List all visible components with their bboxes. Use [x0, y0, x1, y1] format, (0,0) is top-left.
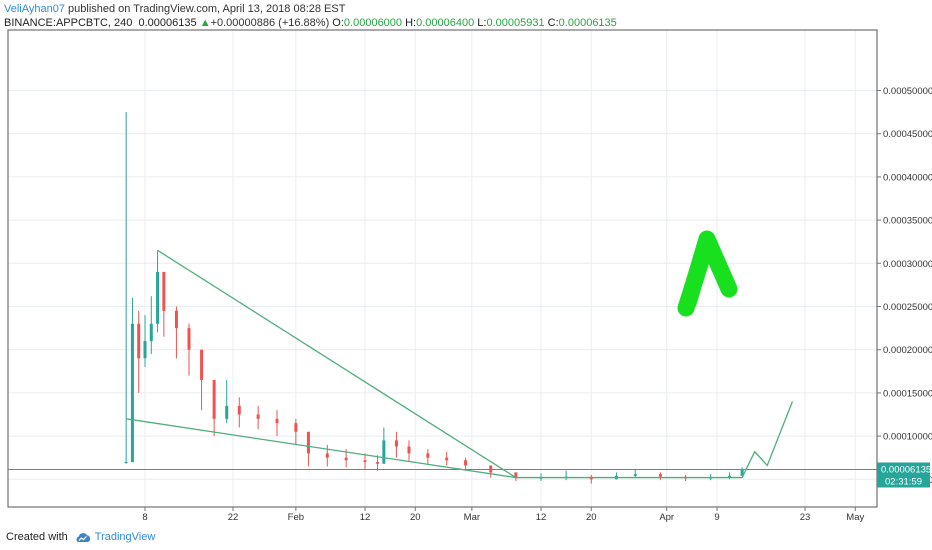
candle-body: [187, 328, 191, 350]
open-label: O:: [332, 17, 344, 29]
candle-body: [200, 349, 204, 380]
close-label: C:: [547, 17, 559, 29]
candle-body: [137, 323, 141, 359]
candle-body: [489, 465, 493, 473]
x-tick-label: Apr: [659, 512, 674, 523]
descending-trendline: [157, 249, 517, 479]
candle-body: [174, 310, 178, 329]
up-arrow-icon: ▲: [199, 17, 211, 29]
ohlc-line: BINANCE:APPCBTC, 240 0.00006135 ▲+0.0000…: [4, 17, 617, 29]
candle-body: [306, 431, 310, 454]
candle-body: [363, 460, 367, 463]
candle-body: [237, 405, 241, 415]
created-with-label: Created with: [6, 531, 68, 543]
x-tick-label: 12: [536, 512, 547, 523]
candle-body: [130, 323, 134, 463]
candle-body: [143, 341, 147, 359]
candle-body: [212, 379, 216, 419]
price-badge-bg: [877, 462, 930, 476]
drawings: [126, 249, 794, 479]
candle-body: [225, 405, 229, 419]
y-tick-label: 0.00015000: [883, 388, 932, 399]
candle-body: [376, 462, 380, 464]
candle-body: [275, 418, 279, 424]
candle-body: [325, 453, 329, 458]
time-axis[interactable]: 8 22 Feb 12 20 Mar 12 20 Apr 9 23 May: [142, 507, 865, 523]
x-tick-label: 8: [142, 512, 147, 523]
x-tick-label: Mar: [464, 512, 480, 523]
x-tick-label: 20: [586, 512, 597, 523]
x-tick-label: 20: [410, 512, 421, 523]
candle-body: [382, 440, 386, 464]
low-value: 0.00005931: [486, 17, 545, 29]
candle-body: [464, 460, 468, 466]
close-value: 0.00006135: [558, 17, 617, 29]
candle-body: [344, 457, 348, 461]
x-tick-label: 12: [360, 512, 371, 523]
y-tick-label: 0.00010000: [883, 432, 932, 443]
countdown-badge-bg: [877, 475, 930, 488]
tradingview-cloud-icon: [76, 532, 90, 542]
x-tick-label: 22: [228, 512, 239, 523]
candle-body: [445, 457, 449, 461]
y-tick-label: 0.00025000: [883, 302, 932, 313]
projection-path: [741, 401, 794, 478]
candle-body: [124, 462, 128, 464]
low-label: L:: [477, 17, 487, 29]
footer: Created with TradingView: [6, 531, 155, 543]
candle-body: [256, 414, 260, 419]
up-arrow-annotation: [677, 230, 738, 317]
candle-body: [514, 472, 518, 478]
x-tick-label: 23: [800, 512, 811, 523]
candle-body: [156, 271, 160, 324]
high-label: H:: [405, 17, 417, 29]
candles: [8, 112, 877, 484]
candle-body: [407, 446, 411, 454]
candle-body: [633, 474, 637, 476]
y-tick-label: 0.00035000: [883, 216, 932, 227]
x-tick-label: Feb: [288, 512, 304, 523]
open-value: 0.00006000: [343, 17, 403, 29]
candle-body: [149, 323, 153, 342]
x-tick-label: May: [846, 512, 864, 523]
countdown-value: 02:31:59: [885, 476, 922, 487]
y-tick-label: 0.00020000: [883, 345, 932, 356]
grid: [8, 30, 877, 507]
price-axis[interactable]: 0.00050000 0.00045000 0.00040000 0.00035000…: [877, 86, 932, 486]
y-tick-label: 0.00045000: [883, 129, 932, 140]
brand-name: TradingView: [94, 531, 156, 543]
price-change: +0.00000886 (+16.88%): [210, 17, 330, 29]
candle-body: [426, 453, 430, 458]
candle-body: [294, 423, 298, 432]
candle-body: [728, 475, 732, 478]
candle-body: [658, 474, 662, 477]
plot-border: [7, 29, 878, 508]
price-badge-value: 0.00006135: [881, 464, 931, 475]
y-tick-label: 0.00040000: [883, 172, 932, 183]
candle-body: [740, 469, 744, 476]
high-value: 0.00006400: [416, 17, 475, 29]
publish-line: VeliAyhan07 published on TradingView.com…: [4, 3, 345, 15]
symbol-label[interactable]: BINANCE:APPCBTC, 240: [4, 17, 133, 29]
lower-trendline: [126, 418, 516, 479]
x-tick-label: 9: [714, 512, 719, 523]
candle-body: [162, 271, 166, 311]
last-price: 0.00006135: [138, 17, 197, 29]
arrow-shaft: [677, 233, 716, 317]
y-tick-label: 0.00030000: [883, 259, 932, 270]
tradingview-logo[interactable]: TradingView: [74, 531, 156, 543]
publish-info: published on TradingView.com, April 13, …: [68, 3, 346, 15]
candle-body: [394, 440, 398, 447]
y-tick-label: 0.00050000: [883, 86, 932, 97]
author-link[interactable]: VeliAyhan07: [4, 3, 65, 15]
